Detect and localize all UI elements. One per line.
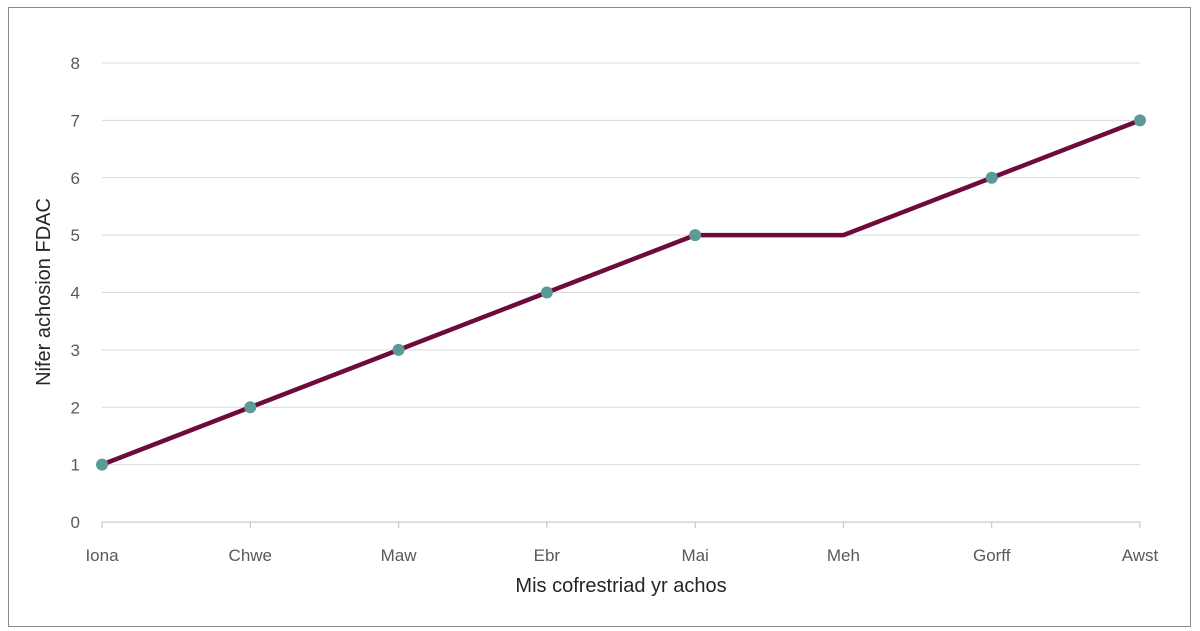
x-tick-label: Chwe: [229, 546, 272, 565]
y-tick-label: 1: [71, 456, 80, 475]
x-tick-label: Meh: [827, 546, 860, 565]
x-tick-label: Maw: [381, 546, 418, 565]
y-tick-label: 8: [71, 54, 80, 73]
data-point: [96, 458, 108, 471]
y-axis-title: Nifer achosion FDAC: [33, 198, 55, 386]
series-layer: [96, 114, 1146, 471]
x-axis-title: Mis cofrestriad yr achos: [515, 575, 726, 597]
gridlines: [102, 62, 1140, 466]
data-point: [244, 401, 257, 414]
x-tick-label: Ebr: [534, 546, 561, 565]
x-tick-label: Iona: [85, 546, 119, 565]
y-tick-label: 0: [71, 513, 80, 532]
data-point: [392, 343, 405, 356]
x-tick-label: Mai: [681, 546, 708, 565]
series-line: [99, 118, 1143, 467]
chart-frame: [8, 7, 1191, 627]
y-tick-label: 3: [71, 341, 80, 360]
y-tick-label: 2: [71, 398, 80, 417]
data-point: [985, 171, 998, 184]
y-tick-labels: 0 1 2 3 4 5 6 7 8: [71, 54, 80, 532]
y-tick-label: 6: [71, 169, 80, 188]
y-tick-label: 7: [71, 111, 80, 130]
y-tick-label: 5: [71, 226, 80, 245]
x-tick-label: Awst: [1122, 546, 1159, 565]
x-tick-label: Gorff: [973, 546, 1011, 565]
x-axis: [101, 521, 1141, 528]
data-point: [540, 286, 553, 299]
y-tick-label: 4: [71, 284, 80, 303]
data-point: [1134, 114, 1146, 127]
x-tick-labels: Iona Chwe Maw Ebr Mai Meh Gorff Awst: [85, 546, 1158, 565]
data-point: [689, 229, 702, 242]
